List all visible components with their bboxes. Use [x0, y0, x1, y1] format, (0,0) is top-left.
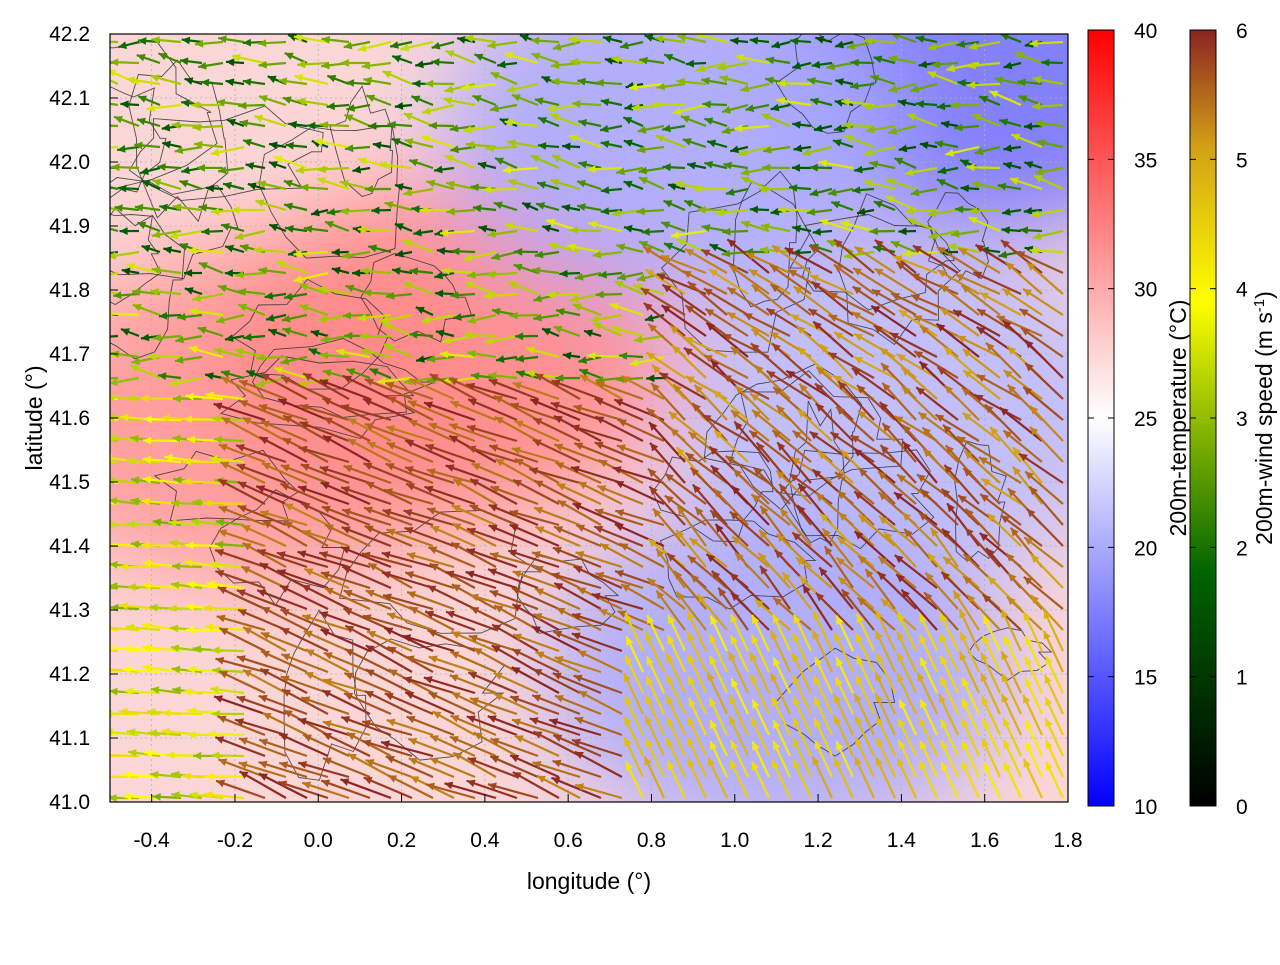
colorbar-tick-label: 10 — [1134, 796, 1157, 819]
colorbar-tick-label: 1 — [1236, 667, 1248, 690]
wind-colorbar: 0 1 2 3 4 5 6 200m-wind speed (m s-1) — [1190, 20, 1277, 819]
plot-area — [19, 0, 1214, 844]
colorbar-tick-label: 30 — [1134, 279, 1157, 302]
x-tick-label: 1.2 — [803, 829, 832, 852]
x-tick-label: 0.2 — [387, 829, 416, 852]
colorbar-tick-label: 3 — [1236, 408, 1248, 431]
colorbar-tick-label: 35 — [1134, 149, 1157, 172]
x-tick-label: 1.0 — [720, 829, 749, 852]
x-axis-title: longitude (°) — [527, 868, 651, 894]
colorbar-tick-label: 6 — [1236, 20, 1248, 43]
colorbar-tick-label: 5 — [1236, 149, 1248, 172]
colorbar-tick-label: 0 — [1236, 796, 1248, 819]
colorbar-tick-label: 25 — [1134, 408, 1157, 431]
x-tick-label: 0.8 — [637, 829, 666, 852]
y-tick-label: 42.1 — [49, 87, 90, 110]
x-tick-label: 0.0 — [304, 829, 333, 852]
y-tick-label: 42.2 — [49, 23, 90, 46]
colorbar-tick-label: 15 — [1134, 667, 1157, 690]
colorbar-tick-label: 40 — [1134, 20, 1157, 43]
x-tick-label: 0.4 — [470, 829, 500, 852]
wind-colorbar-label: 200m-wind speed (m s-1) — [1251, 291, 1278, 545]
temperature-colorbar: 10 15 20 25 30 35 40 200m-temperature (°C) — [1088, 20, 1191, 819]
x-tick-label: -0.2 — [217, 829, 253, 852]
x-tick-label: 1.4 — [887, 829, 917, 852]
y-tick-label: 41.0 — [49, 791, 90, 814]
y-tick-label: 42.0 — [49, 151, 90, 174]
x-tick-label: 1.6 — [970, 829, 999, 852]
x-tick-label: 0.6 — [554, 829, 583, 852]
y-tick-label: 41.8 — [49, 279, 90, 302]
y-tick-label: 41.5 — [49, 471, 90, 494]
temperature-colorbar-label: 200m-temperature (°C) — [1165, 300, 1191, 537]
y-tick-label: 41.4 — [49, 535, 90, 558]
y-tick-label: 41.2 — [49, 663, 90, 686]
y-tick-label: 41.9 — [49, 215, 90, 238]
y-tick-label: 41.7 — [49, 343, 90, 366]
x-axis-ticks: -0.4 -0.2 0.0 0.2 0.4 0.6 0.8 1.0 1.2 1.4 1.6 1.8 — [134, 794, 1083, 852]
y-tick-label: 41.6 — [49, 407, 90, 430]
y-tick-label: 41.3 — [49, 599, 90, 622]
colorbar-tick-label: 20 — [1134, 537, 1157, 560]
y-axis-ticks: 41.0 41.1 41.2 41.3 41.4 41.5 41.6 41.7 41.8 41.9… — [49, 23, 118, 814]
y-tick-label: 41.1 — [49, 727, 90, 750]
x-tick-label: 1.8 — [1053, 829, 1082, 852]
colorbar-tick-label: 4 — [1236, 279, 1248, 302]
colorbar-tick-label: 2 — [1236, 537, 1248, 560]
x-tick-label: -0.4 — [134, 829, 171, 852]
y-axis-title: latitude (°) — [21, 365, 47, 470]
